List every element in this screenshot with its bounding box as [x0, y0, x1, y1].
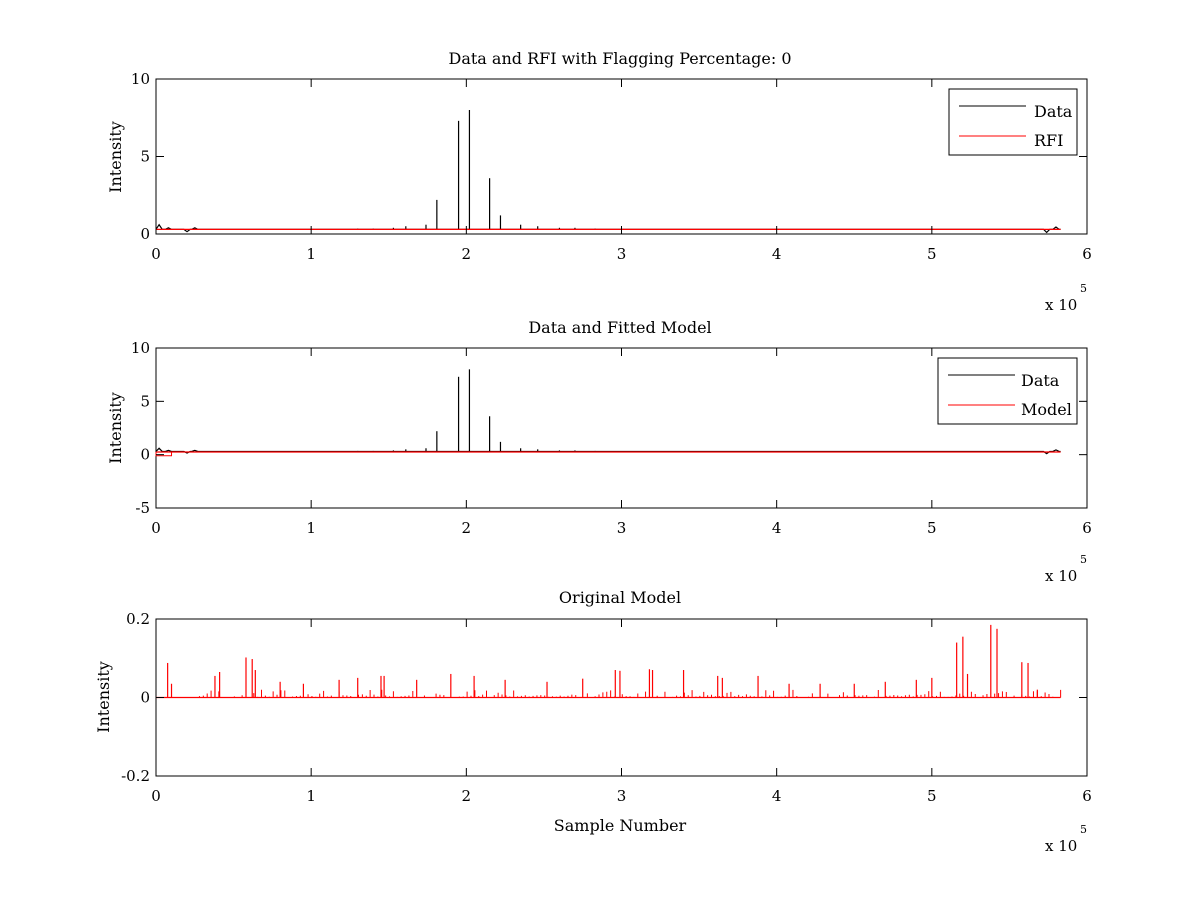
plot-layer: [155, 369, 1061, 457]
axes-frame: [155, 347, 1088, 509]
y-axis-label: Intensity: [106, 121, 125, 193]
legend: Data RFI: [948, 88, 1078, 156]
x-tick-label: 5: [927, 787, 937, 805]
plot-layer: [155, 110, 1061, 234]
x-tick-label: 2: [462, 519, 472, 537]
x-tick-label: 4: [772, 519, 782, 537]
y-tick-label: 10: [131, 339, 150, 357]
legend-entry-data: Data: [1021, 371, 1060, 390]
x-tick-label: 0: [151, 519, 161, 537]
x-multiplier-exponent: 5: [1080, 282, 1087, 295]
x-tick-label: 0: [151, 787, 161, 805]
x-tick-label: 0: [151, 245, 161, 263]
legend: Data Model: [937, 357, 1078, 425]
x-tick-label: 6: [1082, 245, 1092, 263]
x-tick-label: 4: [772, 787, 782, 805]
legend-box: [937, 357, 1078, 425]
y-tick-label: 10: [131, 70, 150, 88]
x-tick-label: 3: [617, 245, 627, 263]
x-multiplier-exponent: 5: [1080, 553, 1087, 566]
x-tick-label: 5: [927, 245, 937, 263]
x-tick-label: 1: [306, 787, 316, 805]
x-tick-label: 1: [306, 519, 316, 537]
y-tick-label: 0: [140, 689, 150, 707]
tick-layer: 0 1 2 3 4 5 6 0 5 10: [131, 70, 1092, 263]
x-tick-label: 6: [1082, 787, 1092, 805]
axes-frame: [155, 78, 1088, 235]
legend-entry-data: Data: [1034, 102, 1073, 121]
y-tick-label: -5: [135, 499, 150, 517]
x-tick-label: 3: [617, 519, 627, 537]
plot-layer: [156, 624, 1062, 699]
y-axis-label: Intensity: [94, 661, 113, 733]
x-tick-label: 2: [462, 245, 472, 263]
x-tick-label: 1: [306, 245, 316, 263]
tick-layer: 0 1 2 3 4 5 6-0.200.2: [121, 610, 1092, 805]
x-tick-label: 3: [617, 787, 627, 805]
y-axis-label: Intensity: [106, 392, 125, 464]
panel-original-model: Original Model 0 1 2 3 4 5 6-0.200.2 Intensity…: [94, 588, 1092, 855]
legend-entry-model: Model: [1021, 400, 1072, 419]
y-tick-label: 5: [140, 392, 150, 410]
x-tick-label: 5: [927, 519, 937, 537]
series-step-model: [155, 452, 173, 457]
y-tick-label: -0.2: [121, 767, 150, 785]
x-tick-label: 6: [1082, 519, 1092, 537]
panel-title: Data and Fitted Model: [528, 318, 711, 337]
panel-title: Data and RFI with Flagging Percentage: 0: [448, 49, 791, 68]
x-multiplier-label: x 10: [1045, 567, 1077, 585]
x-multiplier-exponent: 5: [1080, 823, 1087, 836]
x-multiplier-label: x 10: [1045, 296, 1077, 314]
x-tick-label: 4: [772, 245, 782, 263]
x-axis-label: Sample Number: [554, 816, 687, 835]
y-tick-label: 0: [140, 446, 150, 464]
y-tick-label: 0: [140, 225, 150, 243]
y-tick-label: 5: [140, 148, 150, 166]
x-multiplier-label: x 10: [1045, 837, 1077, 855]
x-tick-label: 2: [462, 787, 472, 805]
legend-box: [948, 88, 1078, 156]
legend-entry-rfi: RFI: [1034, 131, 1063, 150]
panel-title: Original Model: [559, 588, 681, 607]
panel-data-and-rfi: Data and RFI with Flagging Percentage: 0…: [106, 49, 1092, 314]
y-tick-label: 0.2: [126, 610, 150, 628]
